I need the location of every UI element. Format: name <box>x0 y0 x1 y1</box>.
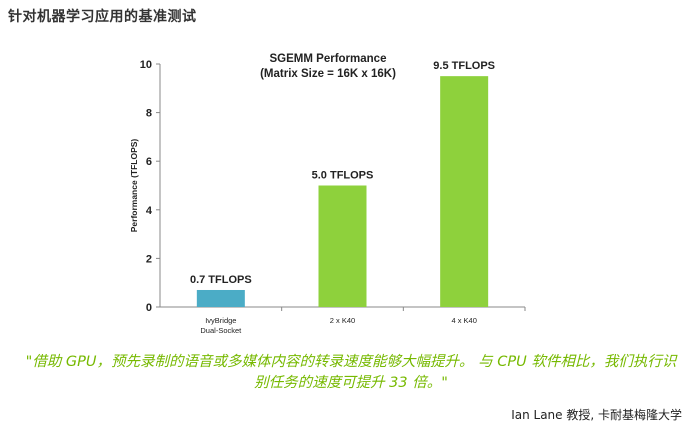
y-tick-label: 2 <box>146 253 152 265</box>
chart-area: SGEMM Performance (Matrix Size = 16K x 16… <box>129 53 526 335</box>
y-tick-label: 0 <box>146 302 152 314</box>
x-tick-label: 4 x K40 <box>451 316 476 325</box>
x-tick-label: IvyBridge Dual-Socket <box>200 316 242 335</box>
data-label: 0.7 TFLOPS <box>190 274 252 286</box>
attribution-text: Ian Lane 教授, 卡耐基梅隆大学 <box>511 408 682 422</box>
bar <box>440 76 489 308</box>
quote-text: "借助 GPU，预先录制的语音或多媒体内容的转录速度能够大幅提升。 与 CPU … <box>25 354 677 391</box>
y-tick-label: 10 <box>140 59 152 71</box>
bar <box>196 289 245 307</box>
bar-chart: SGEMM Performance (Matrix Size = 16K x 16… <box>129 53 526 335</box>
y-tick-label: 4 <box>146 205 153 217</box>
data-label: 5.0 TFLOPS <box>312 170 374 182</box>
y-tick-label: 8 <box>146 108 152 120</box>
x-tick-label: 2 x K40 <box>330 316 355 325</box>
chart-subtitle: (Matrix Size = 16K x 16K) <box>260 68 396 80</box>
data-label: 9.5 TFLOPS <box>433 60 495 72</box>
y-axis-label: Performance (TFLOPS) <box>129 139 139 233</box>
page-heading: 针对机器学习应用的基准测试 <box>8 9 197 25</box>
bar <box>318 185 367 307</box>
chart-title: SGEMM Performance <box>270 53 387 65</box>
y-tick-label: 6 <box>146 156 152 168</box>
